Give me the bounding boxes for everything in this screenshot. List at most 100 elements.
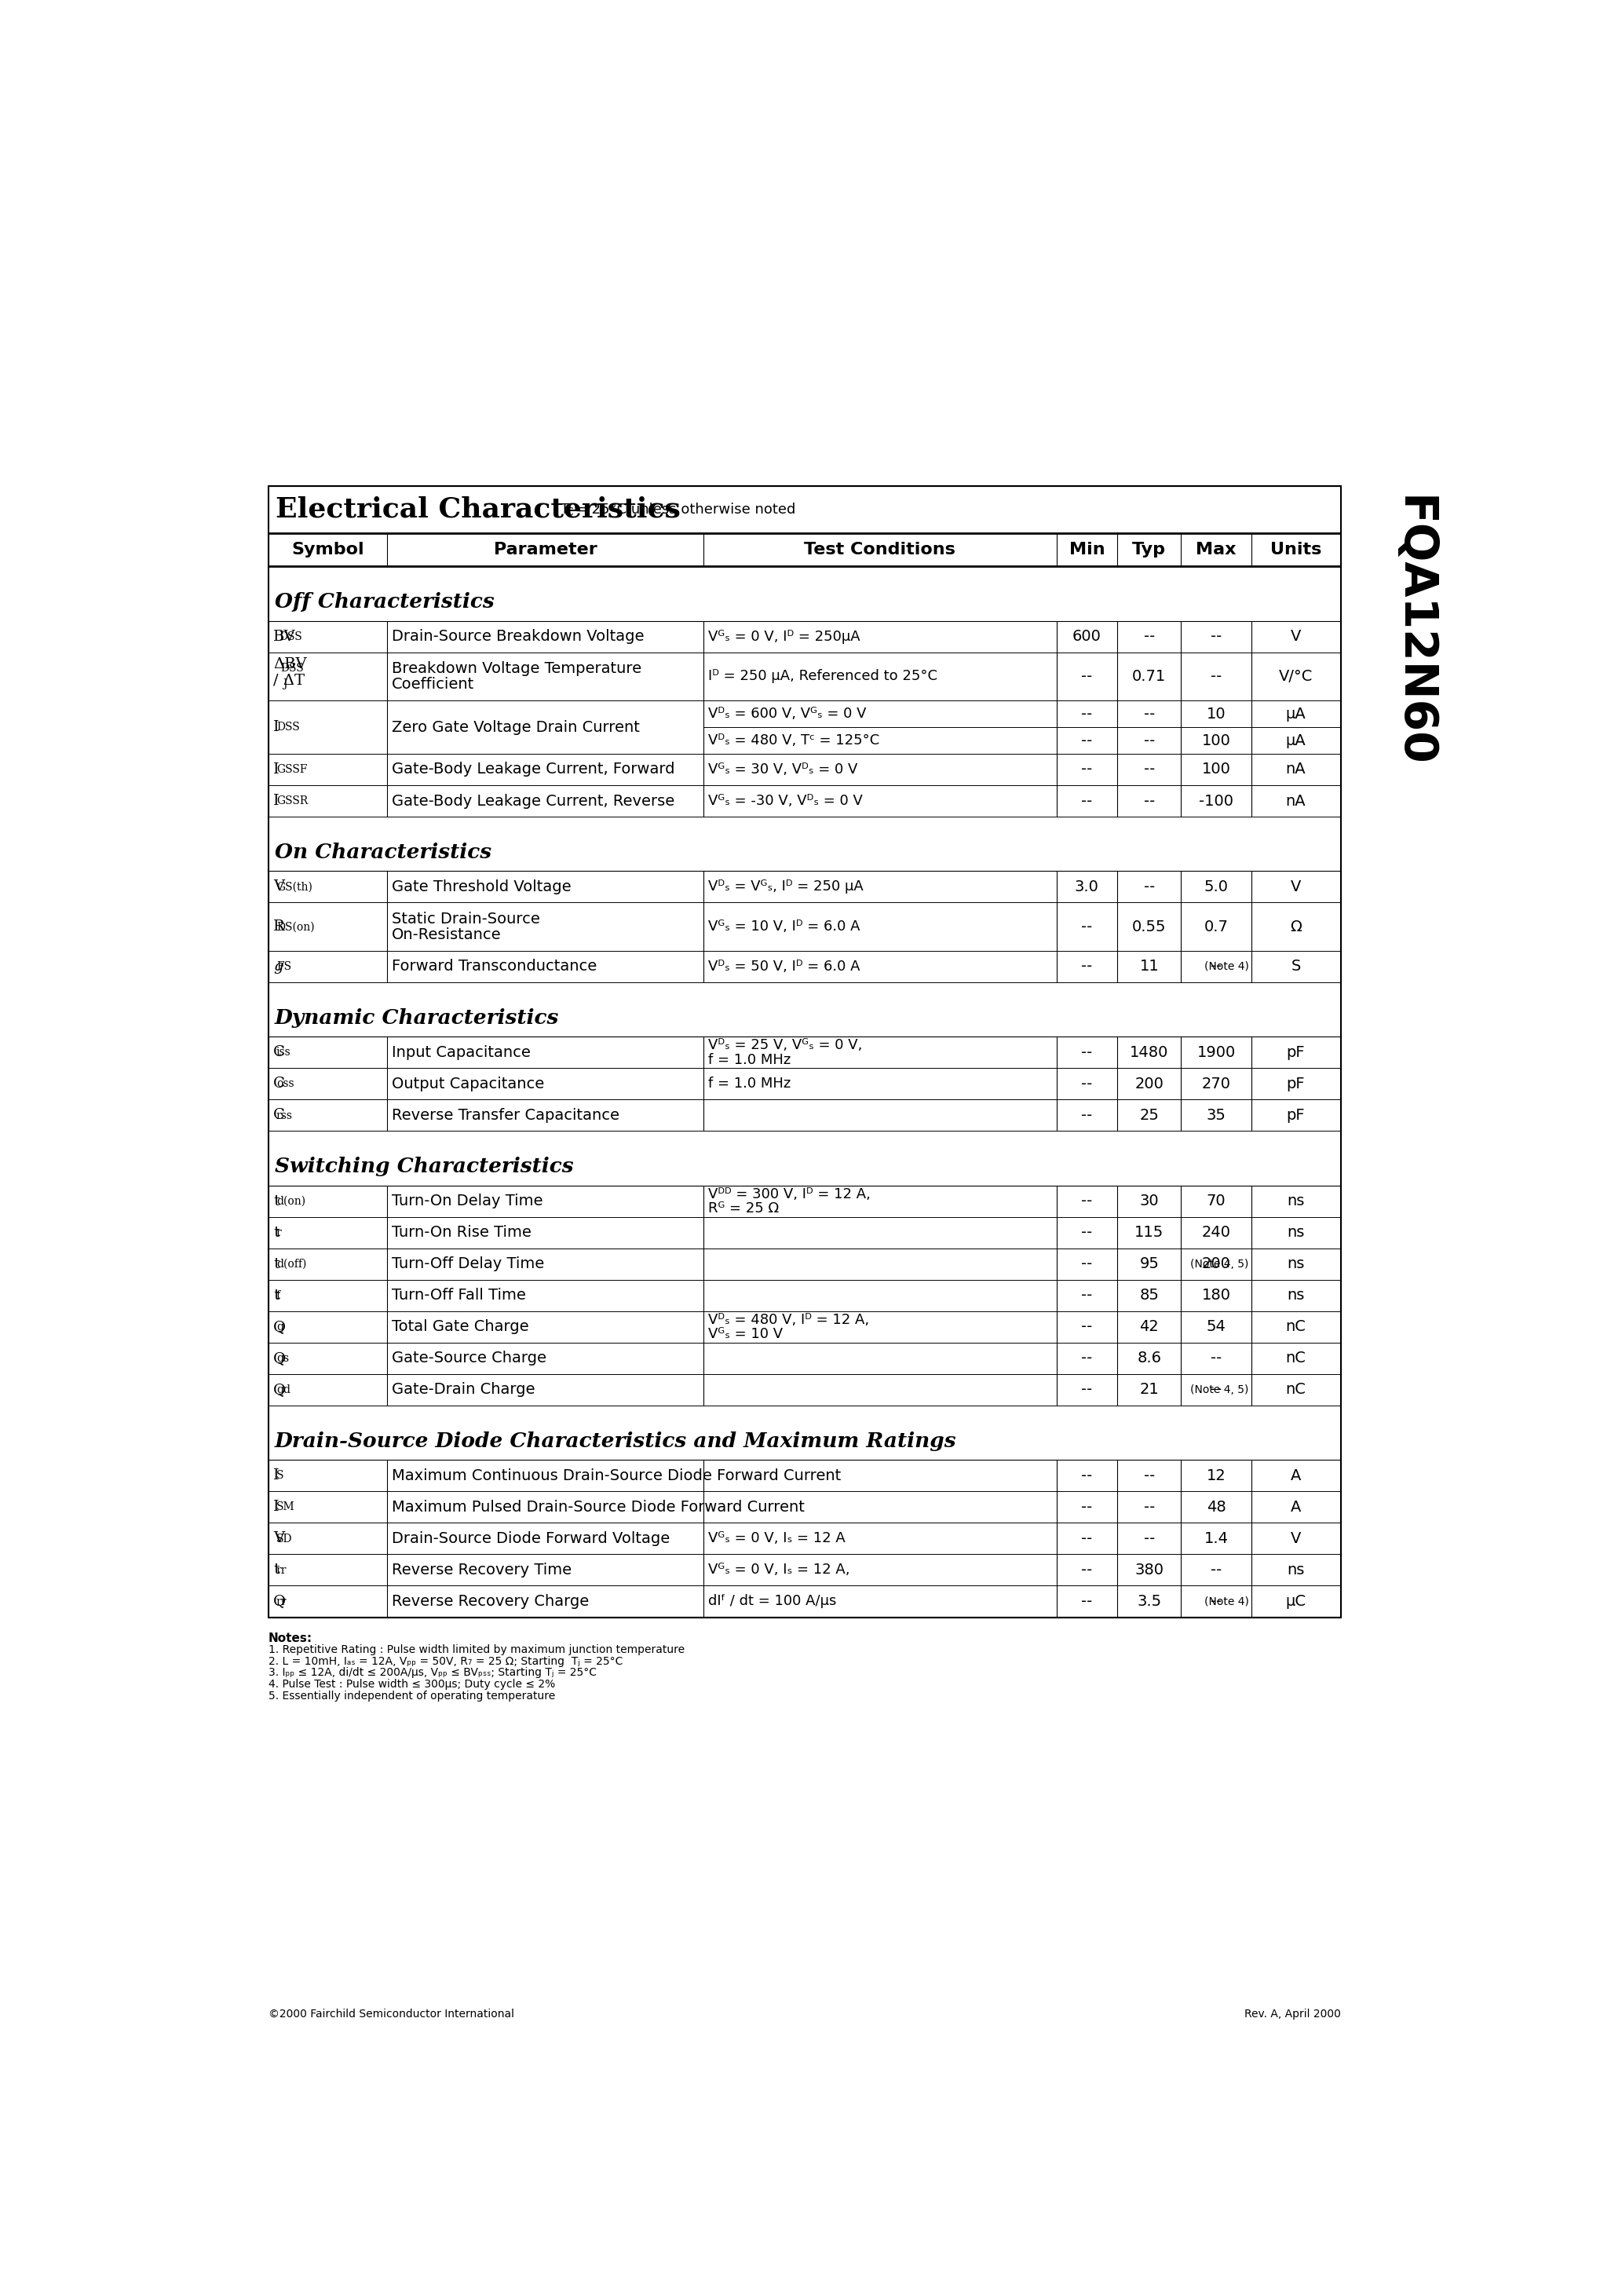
Text: 5. Essentially independent of operating temperature: 5. Essentially independent of operating … <box>269 1690 555 1701</box>
Text: Vᴰᴰ = 300 V, Iᴰ = 12 A,: Vᴰᴰ = 300 V, Iᴰ = 12 A, <box>709 1187 871 1201</box>
Text: Vᴰₛ = 480 V, Iᴰ = 12 A,: Vᴰₛ = 480 V, Iᴰ = 12 A, <box>709 1313 869 1327</box>
Text: gs: gs <box>276 1352 289 1364</box>
Text: Units: Units <box>1270 542 1322 558</box>
Text: Switching Characteristics: Switching Characteristics <box>274 1157 573 1176</box>
Text: 200: 200 <box>1202 1256 1231 1272</box>
Text: DSS: DSS <box>281 664 303 673</box>
Text: μA: μA <box>1286 732 1306 748</box>
Text: μA: μA <box>1286 707 1306 721</box>
Text: 85: 85 <box>1139 1288 1160 1304</box>
Text: 180: 180 <box>1202 1288 1231 1304</box>
Text: nC: nC <box>1286 1382 1306 1398</box>
Text: Total Gate Charge: Total Gate Charge <box>393 1320 529 1334</box>
Text: --: -- <box>1210 629 1221 643</box>
Text: 600: 600 <box>1072 629 1101 643</box>
Text: ns: ns <box>1286 1226 1304 1240</box>
Text: 70: 70 <box>1207 1194 1226 1208</box>
Text: FQA12N60: FQA12N60 <box>1392 496 1435 767</box>
Text: Gate Threshold Voltage: Gate Threshold Voltage <box>393 879 571 893</box>
Text: (Note 4): (Note 4) <box>1204 962 1249 971</box>
Text: Vᴳₛ = 0 V, Iₛ = 12 A: Vᴳₛ = 0 V, Iₛ = 12 A <box>709 1531 845 1545</box>
Text: (Note 4, 5): (Note 4, 5) <box>1191 1384 1249 1396</box>
Text: 48: 48 <box>1207 1499 1226 1515</box>
Text: S: S <box>276 1469 284 1481</box>
Text: 115: 115 <box>1134 1226 1165 1240</box>
Text: I: I <box>274 1499 279 1513</box>
Text: rss: rss <box>276 1109 292 1120</box>
Text: --: -- <box>1082 1467 1092 1483</box>
Text: Electrical Characteristics: Electrical Characteristics <box>276 496 681 523</box>
Text: Maximum Continuous Drain-Source Diode Forward Current: Maximum Continuous Drain-Source Diode Fo… <box>393 1467 842 1483</box>
Text: Reverse Recovery Time: Reverse Recovery Time <box>393 1564 573 1577</box>
Text: t: t <box>274 1256 279 1272</box>
Text: 21: 21 <box>1140 1382 1158 1398</box>
Text: --: -- <box>1082 1109 1092 1123</box>
Text: --: -- <box>1144 629 1155 643</box>
Text: nC: nC <box>1286 1350 1306 1366</box>
Text: 10: 10 <box>1207 707 1226 721</box>
Text: 0.7: 0.7 <box>1204 918 1228 934</box>
Text: DS(on): DS(on) <box>276 921 315 932</box>
Text: --: -- <box>1144 794 1155 808</box>
Text: Static Drain-Source: Static Drain-Source <box>393 912 540 925</box>
Text: --: -- <box>1082 1320 1092 1334</box>
Text: Vᴰₛ = 25 V, Vᴳₛ = 0 V,: Vᴰₛ = 25 V, Vᴳₛ = 0 V, <box>709 1038 863 1052</box>
Text: 100: 100 <box>1202 762 1231 776</box>
Text: 100: 100 <box>1202 732 1231 748</box>
Text: 8.6: 8.6 <box>1137 1350 1161 1366</box>
Text: Reverse Transfer Capacitance: Reverse Transfer Capacitance <box>393 1109 620 1123</box>
Text: Gate-Body Leakage Current, Forward: Gate-Body Leakage Current, Forward <box>393 762 675 776</box>
Text: 3.0: 3.0 <box>1075 879 1100 893</box>
Text: Vᴰₛ = 480 V, Tᶜ = 125°C: Vᴰₛ = 480 V, Tᶜ = 125°C <box>709 732 879 748</box>
Text: I: I <box>274 762 279 776</box>
Text: 200: 200 <box>1135 1077 1163 1091</box>
Text: Coefficient: Coefficient <box>393 677 475 691</box>
Text: --: -- <box>1144 879 1155 893</box>
Text: ns: ns <box>1286 1256 1304 1272</box>
Text: --: -- <box>1210 1593 1221 1609</box>
Text: 240: 240 <box>1202 1226 1231 1240</box>
Text: d(on): d(on) <box>276 1196 305 1208</box>
Text: 35: 35 <box>1207 1109 1226 1123</box>
Text: g: g <box>276 1322 284 1332</box>
Text: --: -- <box>1082 668 1092 684</box>
Text: I: I <box>274 1469 279 1483</box>
Text: Vᴰₛ = 600 V, Vᴳₛ = 0 V: Vᴰₛ = 600 V, Vᴳₛ = 0 V <box>709 707 866 721</box>
Text: Notes:: Notes: <box>269 1632 313 1644</box>
Text: C: C <box>566 507 573 517</box>
Text: --: -- <box>1082 1564 1092 1577</box>
Text: 95: 95 <box>1139 1256 1160 1272</box>
Text: 380: 380 <box>1135 1564 1163 1577</box>
Text: --: -- <box>1082 1226 1092 1240</box>
Text: V: V <box>1291 629 1301 643</box>
Text: ns: ns <box>1286 1564 1304 1577</box>
Text: --: -- <box>1210 668 1221 684</box>
Text: 5.0: 5.0 <box>1204 879 1228 893</box>
Text: Turn-On Delay Time: Turn-On Delay Time <box>393 1194 543 1208</box>
Text: T: T <box>561 503 569 517</box>
Text: μC: μC <box>1286 1593 1306 1609</box>
Text: GSSF: GSSF <box>276 765 307 776</box>
Text: ns: ns <box>1286 1194 1304 1208</box>
Text: 3. Iₚₚ ≤ 12A, di/dt ≤ 200A/μs, Vₚₚ ≤ BVₚₛₛ; Starting Tⱼ = 25°C: 3. Iₚₚ ≤ 12A, di/dt ≤ 200A/μs, Vₚₚ ≤ BVₚ… <box>269 1667 597 1678</box>
Text: Zero Gate Voltage Drain Current: Zero Gate Voltage Drain Current <box>393 719 641 735</box>
Text: --: -- <box>1144 1531 1155 1545</box>
Text: C: C <box>274 1109 285 1123</box>
Text: ©2000 Fairchild Semiconductor International: ©2000 Fairchild Semiconductor Internatio… <box>269 2009 514 2018</box>
Text: Vᴳₛ = 0 V, Iₛ = 12 A,: Vᴳₛ = 0 V, Iₛ = 12 A, <box>709 1564 850 1577</box>
Text: --: -- <box>1082 1499 1092 1515</box>
Text: SD: SD <box>276 1534 292 1545</box>
Text: Off Characteristics: Off Characteristics <box>274 592 495 611</box>
Text: 1.4: 1.4 <box>1204 1531 1228 1545</box>
Text: --: -- <box>1082 1194 1092 1208</box>
Text: ΔBV: ΔBV <box>274 657 307 673</box>
Text: SM: SM <box>276 1502 295 1513</box>
Text: S: S <box>1291 960 1301 974</box>
Text: V: V <box>274 1531 284 1545</box>
Text: Reverse Recovery Charge: Reverse Recovery Charge <box>393 1593 589 1609</box>
Text: 12: 12 <box>1207 1467 1226 1483</box>
Text: --: -- <box>1210 1564 1221 1577</box>
Text: nC: nC <box>1286 1320 1306 1334</box>
Text: Vᴳₛ = 10 V, Iᴰ = 6.0 A: Vᴳₛ = 10 V, Iᴰ = 6.0 A <box>709 921 860 934</box>
Text: Gate-Source Charge: Gate-Source Charge <box>393 1350 547 1366</box>
